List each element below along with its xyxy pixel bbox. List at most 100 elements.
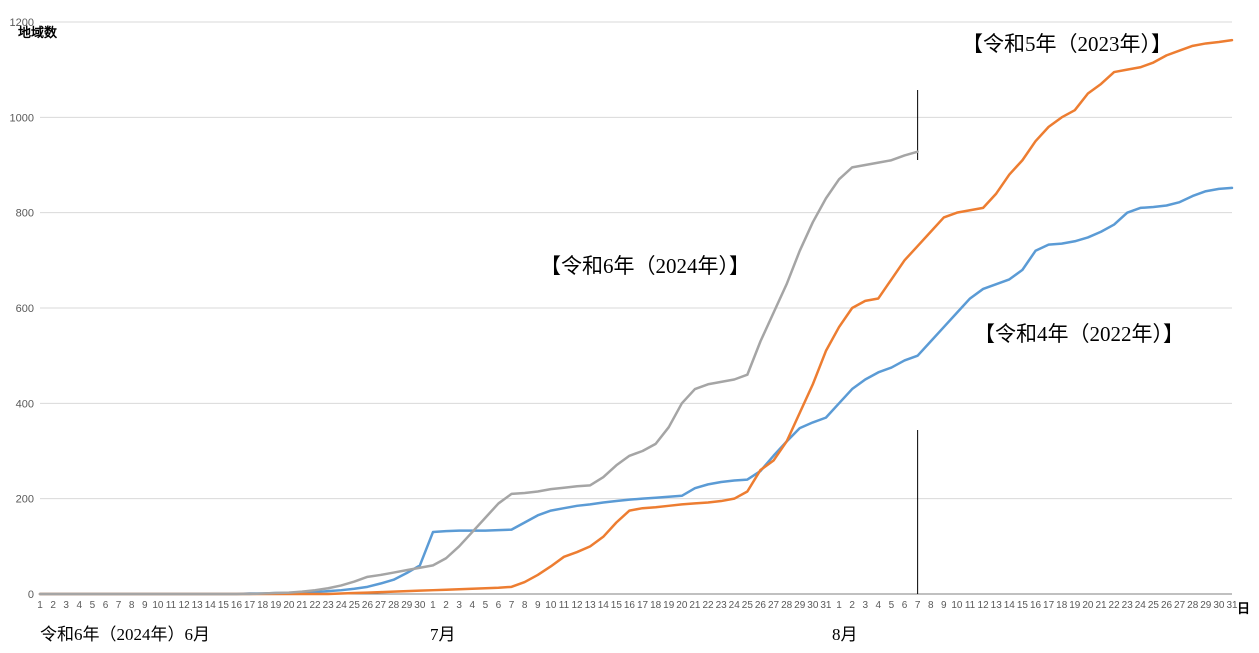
svg-text:11: 11 [965,600,976,611]
svg-text:27: 27 [1174,600,1186,611]
x-axis-title: 日 [1237,598,1250,617]
svg-text:8: 8 [928,600,934,611]
svg-text:15: 15 [1017,600,1029,611]
svg-text:6: 6 [496,600,502,611]
svg-text:13: 13 [192,600,204,611]
svg-text:4: 4 [77,600,83,611]
svg-text:1: 1 [430,600,436,611]
svg-text:1000: 1000 [10,112,34,124]
svg-text:7: 7 [915,600,921,611]
svg-text:0: 0 [28,589,34,601]
svg-text:10: 10 [951,600,963,611]
svg-text:31: 31 [820,600,832,611]
svg-text:22: 22 [702,600,714,611]
svg-text:9: 9 [535,600,541,611]
svg-text:24: 24 [336,600,348,611]
svg-text:21: 21 [689,600,701,611]
month-label-july: 7月 [430,620,456,645]
svg-text:14: 14 [1004,600,1016,611]
svg-text:14: 14 [205,600,217,611]
svg-text:17: 17 [1043,600,1055,611]
svg-text:4: 4 [469,600,475,611]
svg-text:22: 22 [310,600,322,611]
svg-text:400: 400 [16,398,34,410]
svg-text:6: 6 [902,600,908,611]
svg-text:28: 28 [781,600,793,611]
svg-text:12: 12 [978,600,990,611]
svg-text:9: 9 [941,600,947,611]
svg-text:26: 26 [755,600,767,611]
series-label-reiwa4: 【令和4年（2022年）】 [974,318,1184,348]
svg-text:20: 20 [676,600,688,611]
svg-text:4: 4 [876,600,882,611]
svg-text:15: 15 [611,600,623,611]
svg-text:3: 3 [63,600,69,611]
svg-text:30: 30 [1213,600,1225,611]
svg-text:3: 3 [456,600,462,611]
svg-text:14: 14 [598,600,610,611]
y-axis-title: 地域数 [18,22,57,41]
svg-text:2: 2 [849,600,855,611]
svg-text:23: 23 [323,600,335,611]
svg-text:23: 23 [716,600,728,611]
svg-text:18: 18 [650,600,662,611]
svg-text:16: 16 [1030,600,1042,611]
svg-text:5: 5 [889,600,895,611]
svg-text:19: 19 [270,600,282,611]
svg-text:1: 1 [836,600,842,611]
svg-text:28: 28 [1187,600,1199,611]
svg-text:29: 29 [401,600,413,611]
svg-text:11: 11 [166,600,177,611]
svg-text:13: 13 [585,600,597,611]
svg-text:16: 16 [231,600,243,611]
svg-text:6: 6 [103,600,109,611]
svg-text:1: 1 [37,600,43,611]
svg-text:600: 600 [16,303,34,315]
svg-text:7: 7 [116,600,122,611]
svg-text:9: 9 [142,600,148,611]
svg-text:2: 2 [443,600,449,611]
svg-text:2: 2 [50,600,56,611]
svg-text:16: 16 [624,600,636,611]
svg-text:13: 13 [991,600,1003,611]
svg-text:29: 29 [1200,600,1212,611]
svg-text:24: 24 [729,600,741,611]
month-label-august: 8月 [832,620,858,645]
svg-text:19: 19 [663,600,675,611]
svg-text:10: 10 [545,600,557,611]
svg-text:20: 20 [283,600,295,611]
series-label-reiwa5: 【令和5年（2023年）】 [962,28,1172,58]
svg-text:18: 18 [257,600,269,611]
series-label-reiwa6: 【令和6年（2024年）】 [540,250,750,280]
svg-text:21: 21 [1095,600,1107,611]
svg-text:30: 30 [414,600,426,611]
svg-text:200: 200 [16,494,34,506]
svg-text:23: 23 [1122,600,1134,611]
svg-text:7: 7 [509,600,515,611]
month-label-june: 令和6年（2024年）6月 [40,620,210,645]
svg-text:22: 22 [1109,600,1121,611]
svg-text:800: 800 [16,208,34,220]
svg-text:25: 25 [349,600,361,611]
svg-text:26: 26 [1161,600,1173,611]
svg-text:21: 21 [296,600,308,611]
svg-text:25: 25 [1148,600,1160,611]
svg-text:15: 15 [218,600,230,611]
svg-text:18: 18 [1056,600,1068,611]
svg-text:3: 3 [862,600,868,611]
svg-text:24: 24 [1135,600,1147,611]
svg-text:10: 10 [152,600,164,611]
svg-text:29: 29 [794,600,806,611]
svg-text:12: 12 [571,600,583,611]
svg-text:19: 19 [1069,600,1081,611]
svg-text:11: 11 [559,600,570,611]
svg-text:17: 17 [637,600,649,611]
svg-text:8: 8 [129,600,135,611]
svg-text:17: 17 [244,600,256,611]
svg-text:25: 25 [742,600,754,611]
svg-text:12: 12 [179,600,191,611]
svg-text:26: 26 [362,600,374,611]
svg-text:5: 5 [483,600,489,611]
svg-text:20: 20 [1082,600,1094,611]
svg-text:5: 5 [90,600,96,611]
